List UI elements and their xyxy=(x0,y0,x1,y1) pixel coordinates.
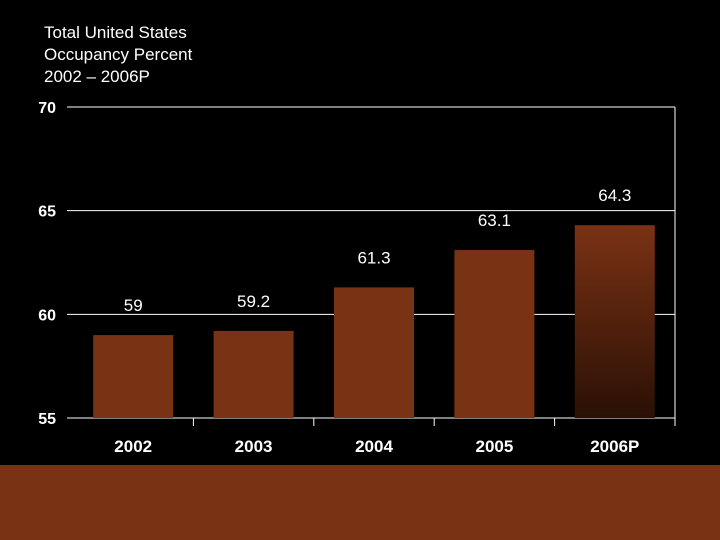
bar-2004 xyxy=(334,287,414,418)
chart-title: Total United States Occupancy Percent 20… xyxy=(44,22,192,88)
value-label-2004: 61.3 xyxy=(357,248,390,267)
category-label-2002: 2002 xyxy=(114,437,152,456)
bars xyxy=(93,225,655,418)
bar-2006P xyxy=(574,225,655,418)
bar-2003 xyxy=(213,330,294,418)
category-label-2006P: 2006P xyxy=(590,437,639,456)
category-label-2005: 2005 xyxy=(475,437,513,456)
title-line-2: Occupancy Percent xyxy=(44,45,193,64)
category-label-2004: 2004 xyxy=(355,437,393,456)
y-tick-label: 70 xyxy=(38,100,56,117)
footer-band xyxy=(0,465,720,540)
bar-2005 xyxy=(454,250,535,418)
y-tick-label: 60 xyxy=(38,307,56,324)
title-line-1: Total United States xyxy=(44,23,187,42)
title-line-3: 2002 – 2006P xyxy=(44,67,150,86)
value-label-2002: 59 xyxy=(124,296,143,315)
bar-2002 xyxy=(93,335,174,418)
value-label-2003: 59.2 xyxy=(237,292,270,311)
y-tick-label: 55 xyxy=(38,411,56,428)
value-label-2006P: 64.3 xyxy=(598,186,631,205)
data-labels: 59 2002 59.2 2003 61.3 2004 63.1 2005 64.3 2006P xyxy=(114,186,639,456)
axes: 70 65 60 55 xyxy=(38,100,676,428)
category-label-2003: 2003 xyxy=(235,437,273,456)
bar-chart: 70 65 60 55 59 2002 59.2 2003 61.3 2004 63.1 2005 6… xyxy=(38,100,676,456)
value-label-2005: 63.1 xyxy=(478,211,511,230)
y-tick-label: 65 xyxy=(38,204,56,221)
